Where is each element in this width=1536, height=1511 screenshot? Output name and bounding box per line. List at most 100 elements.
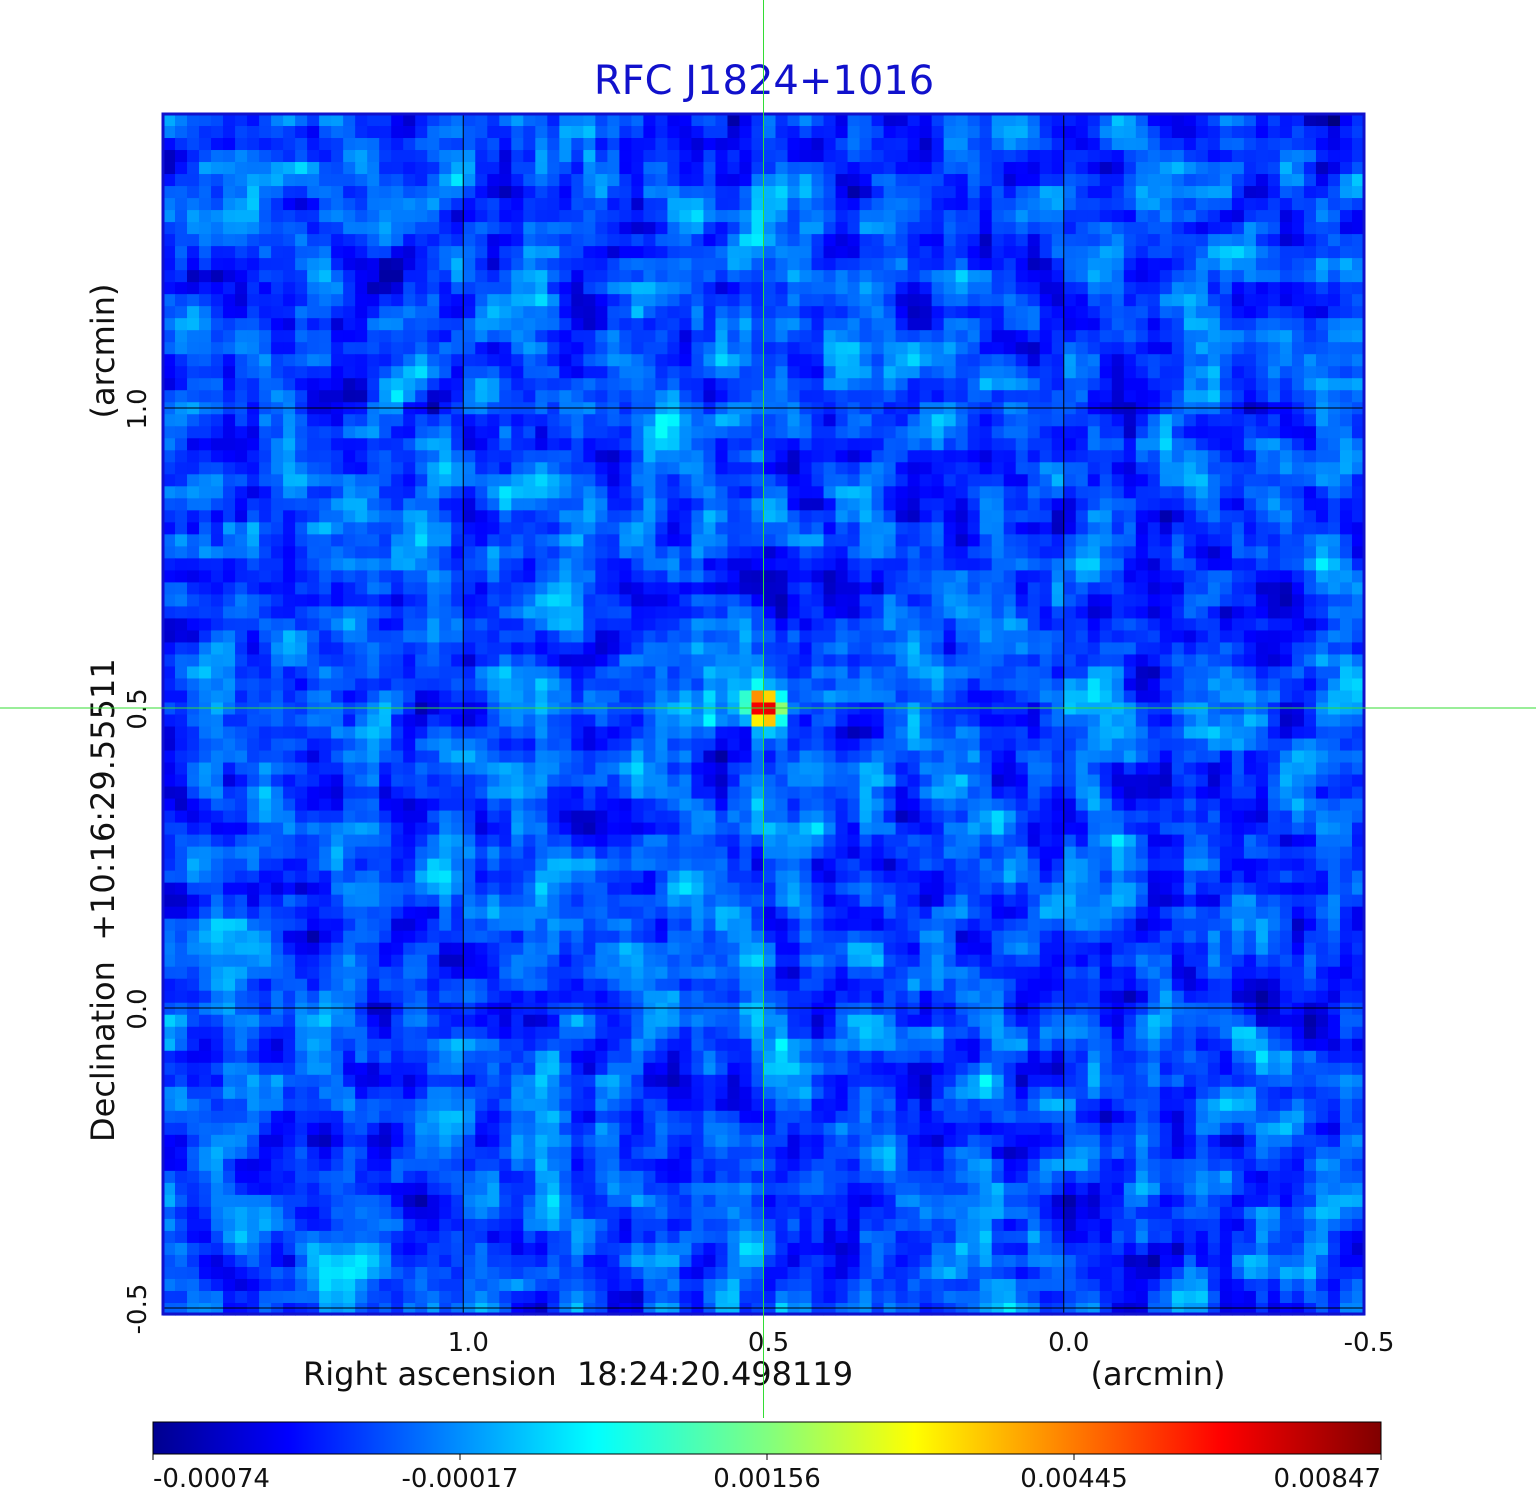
- image-pixel: [1039, 426, 1053, 439]
- image-pixel: [1183, 342, 1197, 355]
- image-pixel: [799, 258, 813, 271]
- image-pixel: [1123, 666, 1137, 680]
- image-pixel: [1207, 258, 1221, 271]
- image-pixel: [1351, 258, 1365, 271]
- image-pixel: [883, 270, 897, 283]
- image-pixel: [487, 498, 500, 511]
- image-pixel: [619, 654, 632, 668]
- image-pixel: [1219, 654, 1233, 668]
- image-pixel: [451, 342, 464, 355]
- image-pixel: [367, 594, 380, 608]
- image-pixel: [1171, 498, 1185, 511]
- image-pixel: [355, 426, 368, 439]
- image-pixel: [1267, 162, 1281, 175]
- image-pixel: [943, 366, 957, 379]
- image-pixel: [511, 234, 524, 247]
- image-pixel: [1327, 342, 1341, 355]
- image-pixel: [1339, 246, 1353, 259]
- image-pixel: [391, 366, 404, 379]
- image-pixel: [1207, 654, 1221, 668]
- image-pixel: [1099, 474, 1113, 487]
- image-pixel: [211, 318, 224, 331]
- image-pixel: [367, 678, 380, 692]
- image-pixel: [499, 438, 512, 451]
- image-pixel: [775, 162, 789, 175]
- image-pixel: [187, 570, 200, 583]
- image-pixel: [175, 414, 188, 427]
- image-pixel: [211, 450, 224, 463]
- image-pixel: [727, 546, 741, 559]
- image-pixel: [595, 366, 608, 379]
- image-pixel: [667, 666, 681, 680]
- image-pixel: [1231, 390, 1245, 403]
- image-pixel: [1267, 306, 1281, 319]
- image-pixel: [763, 618, 777, 632]
- image-pixel: [1351, 438, 1365, 451]
- image-pixel: [439, 402, 452, 415]
- image-pixel: [523, 318, 536, 331]
- image-pixel: [931, 462, 945, 475]
- image-pixel: [1159, 486, 1173, 499]
- image-pixel: [523, 186, 536, 199]
- image-pixel: [655, 606, 669, 620]
- image-pixel: [1135, 582, 1149, 595]
- image-pixel: [1267, 330, 1281, 343]
- image-pixel: [523, 198, 536, 211]
- image-pixel: [307, 594, 320, 608]
- image-pixel: [631, 270, 644, 283]
- image-pixel: [931, 114, 945, 127]
- image-pixel: [1291, 582, 1305, 595]
- image-pixel: [523, 138, 536, 151]
- image-pixel: [1075, 390, 1089, 403]
- image-pixel: [247, 366, 260, 379]
- image-pixel: [1315, 438, 1329, 451]
- image-pixel: [643, 342, 657, 355]
- image-pixel: [1315, 162, 1329, 175]
- image-pixel: [691, 306, 705, 319]
- image-pixel: [235, 474, 248, 487]
- image-pixel: [643, 378, 657, 391]
- image-pixel: [343, 414, 356, 427]
- image-pixel: [871, 402, 885, 415]
- image-pixel: [355, 654, 368, 668]
- image-pixel: [823, 498, 837, 511]
- image-pixel: [1219, 378, 1233, 391]
- image-pixel: [307, 354, 320, 367]
- image-pixel: [799, 150, 813, 163]
- image-pixel: [751, 366, 765, 379]
- image-pixel: [1063, 582, 1077, 595]
- image-pixel: [1075, 294, 1089, 307]
- image-pixel: [439, 234, 452, 247]
- image-pixel: [1279, 606, 1293, 620]
- image-pixel: [259, 330, 272, 343]
- image-pixel: [391, 594, 404, 608]
- image-pixel: [1099, 618, 1113, 632]
- image-pixel: [523, 426, 536, 439]
- image-pixel: [1291, 366, 1305, 379]
- image-pixel: [1279, 114, 1293, 127]
- image-pixel: [499, 702, 512, 716]
- image-pixel: [871, 486, 885, 499]
- image-pixel: [439, 618, 452, 632]
- image-pixel: [1123, 474, 1137, 487]
- image-pixel: [1195, 546, 1209, 559]
- image-pixel: [1279, 222, 1293, 235]
- image-pixel: [871, 666, 885, 680]
- image-pixel: [1015, 582, 1029, 595]
- image-pixel: [187, 138, 200, 151]
- image-pixel: [451, 510, 464, 523]
- image-pixel: [1111, 246, 1125, 259]
- image-pixel: [859, 114, 873, 127]
- image-pixel: [1051, 414, 1065, 427]
- image-pixel: [943, 558, 957, 571]
- image-pixel: [1159, 246, 1173, 259]
- image-pixel: [715, 378, 729, 391]
- image-pixel: [1255, 690, 1269, 704]
- image-pixel: [1183, 390, 1197, 403]
- image-pixel: [163, 174, 176, 187]
- image-pixel: [679, 666, 693, 680]
- image-pixel: [1255, 366, 1269, 379]
- image-pixel: [1171, 174, 1185, 187]
- image-pixel: [775, 666, 789, 680]
- image-pixel: [1315, 390, 1329, 403]
